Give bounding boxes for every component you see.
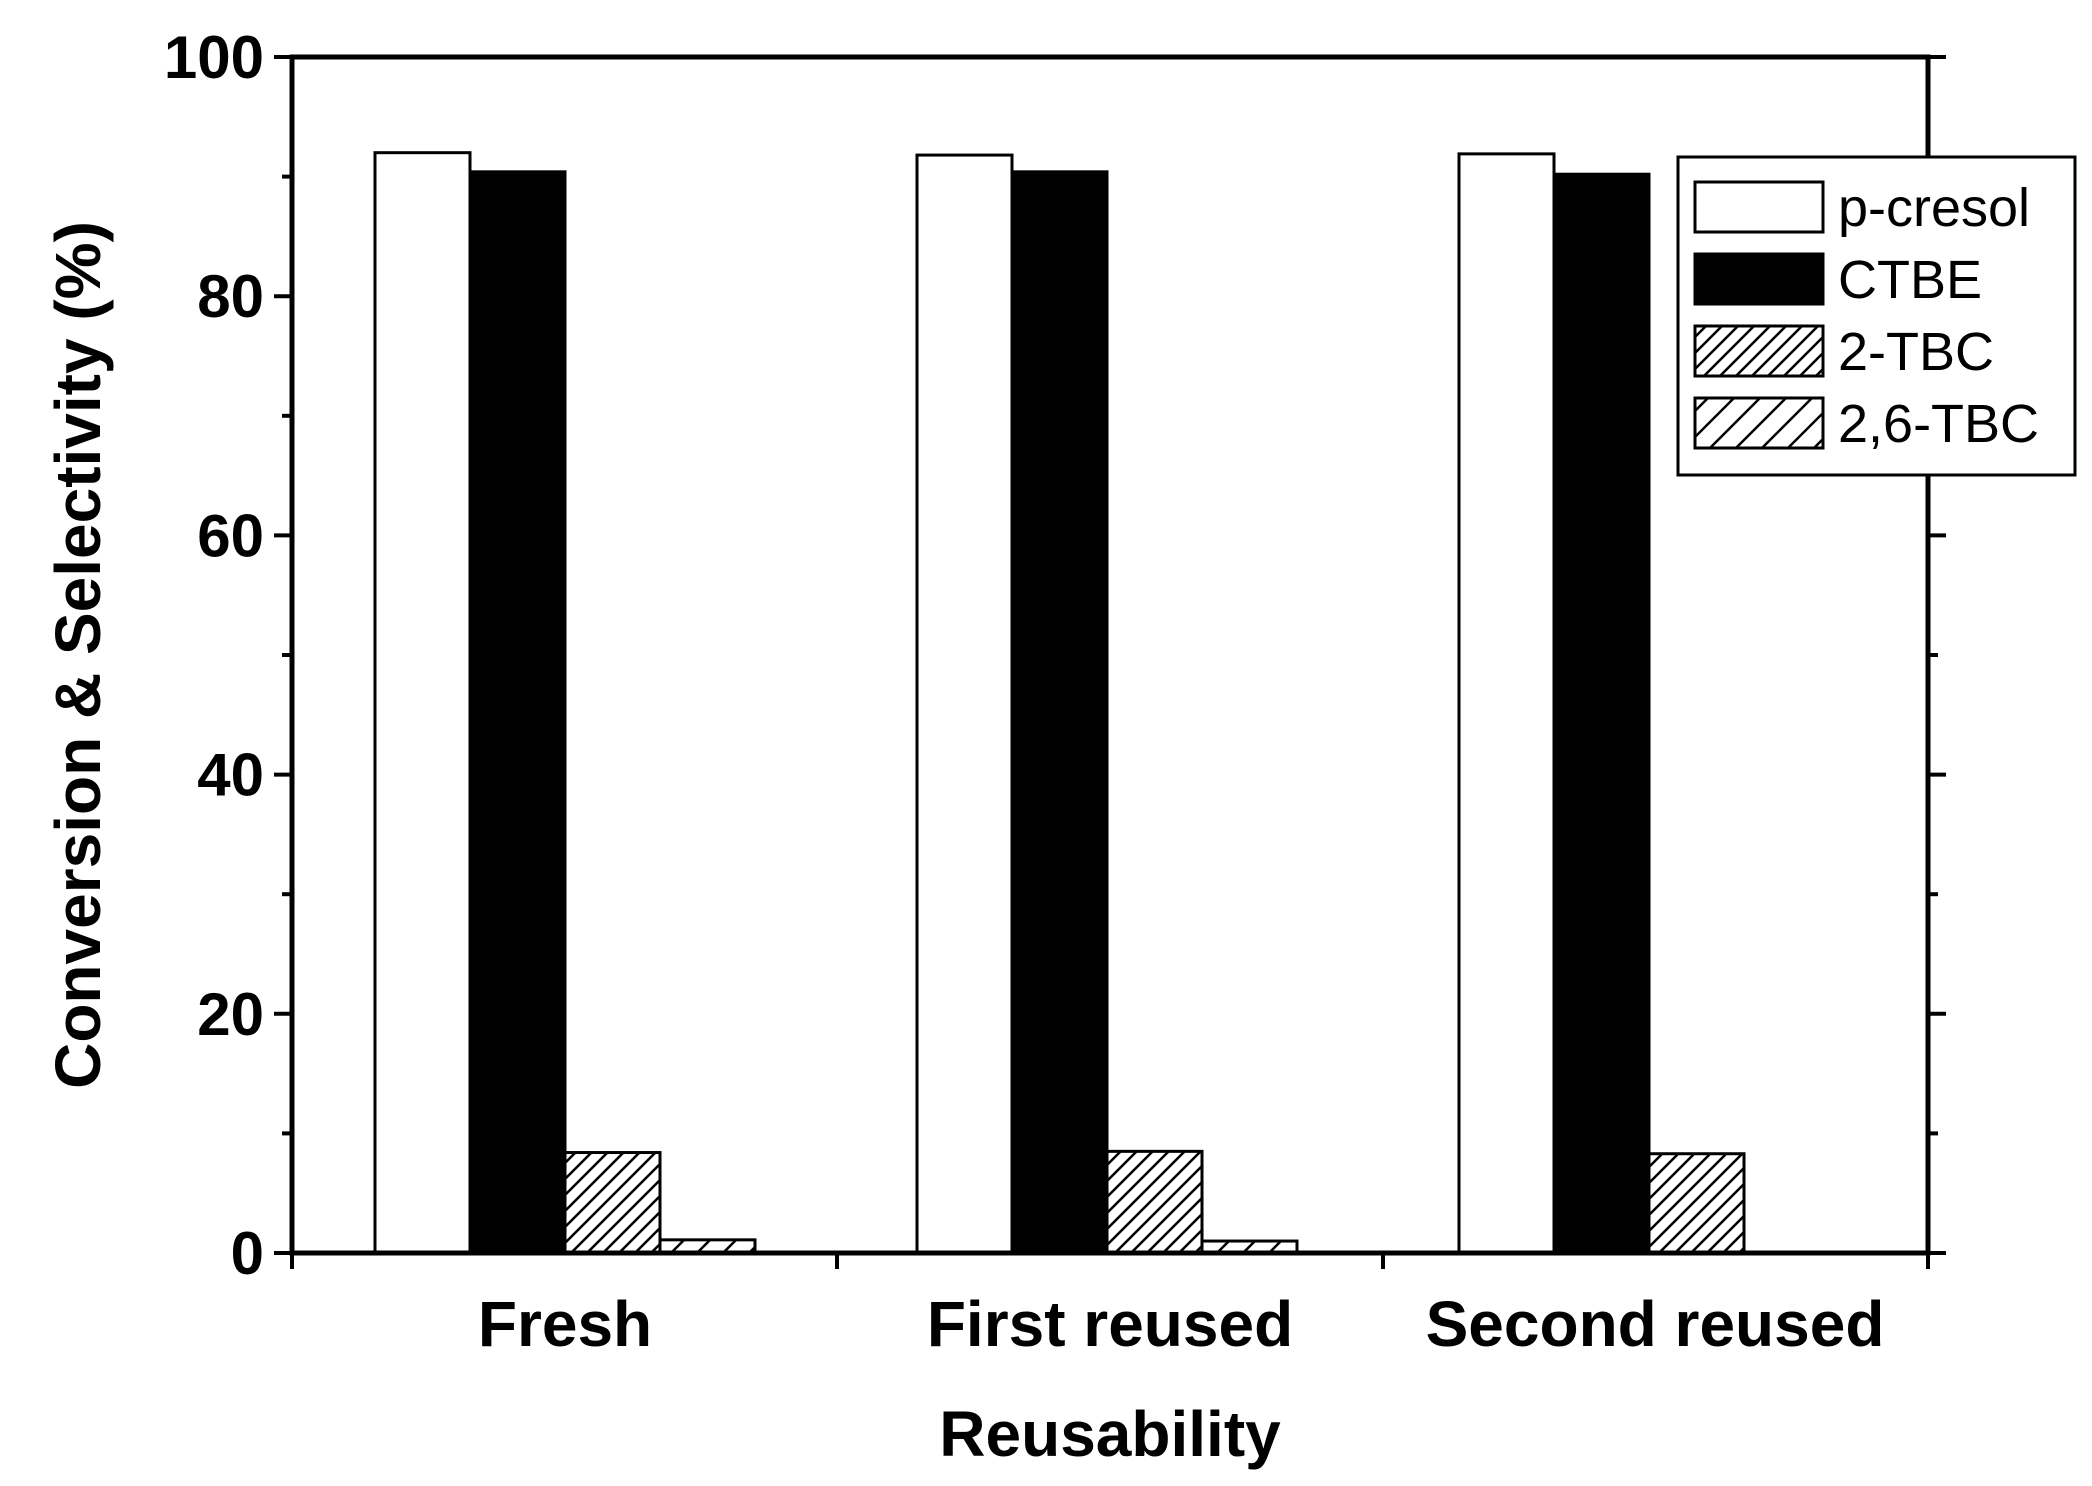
legend-label-p-cresol: p-cresol xyxy=(1838,178,2030,238)
axis-layer: 0 20 40 60 80 100 xyxy=(164,24,1946,1287)
bar-2-tbc-2 xyxy=(1105,1149,1204,1255)
bars-layer xyxy=(373,151,1746,1255)
x-tick-labels: Fresh First reused Second reused xyxy=(478,1288,1885,1360)
y-tick-label-80: 80 xyxy=(197,263,264,330)
x-axis-title: Reusability xyxy=(939,1398,1281,1470)
bar-ctbe-3 xyxy=(1552,172,1651,1255)
bar-ctbe-1 xyxy=(468,170,567,1255)
legend-label-2-6-tbc: 2,6-TBC xyxy=(1838,394,2039,454)
bar-2-tbc-3 xyxy=(1647,1152,1746,1255)
legend-swatch-2-6-tbc xyxy=(1693,396,1825,450)
x-tick-label-fresh: Fresh xyxy=(478,1288,652,1360)
legend-label-2-tbc: 2-TBC xyxy=(1838,322,1994,382)
bar-p-cresol-3 xyxy=(1457,152,1556,1255)
legend-swatch-ctbe xyxy=(1693,252,1825,306)
legend-swatch-2-tbc xyxy=(1693,324,1825,378)
y-tick-label-60: 60 xyxy=(197,502,264,569)
y-tick-label-100: 100 xyxy=(164,24,264,91)
legend-swatch-p-cresol xyxy=(1693,180,1825,234)
x-tick-label-second-reused: Second reused xyxy=(1426,1288,1885,1360)
y-axis-title: Conversion & Selectivity (%) xyxy=(42,221,114,1089)
bar-p-cresol-2 xyxy=(915,153,1014,1255)
legend: p-cresol CTBE 2-TBC 2,6-TBC xyxy=(1676,155,2077,477)
legend-label-ctbe: CTBE xyxy=(1838,250,1982,310)
bar-ctbe-2 xyxy=(1010,170,1109,1255)
y-tick-label-0: 0 xyxy=(231,1220,264,1287)
y-tick-label-20: 20 xyxy=(197,981,264,1048)
x-tick-label-first-reused: First reused xyxy=(927,1288,1293,1360)
bar-2-tbc-1 xyxy=(563,1151,662,1255)
bar-p-cresol-1 xyxy=(373,151,472,1255)
y-tick-label-40: 40 xyxy=(197,742,264,809)
